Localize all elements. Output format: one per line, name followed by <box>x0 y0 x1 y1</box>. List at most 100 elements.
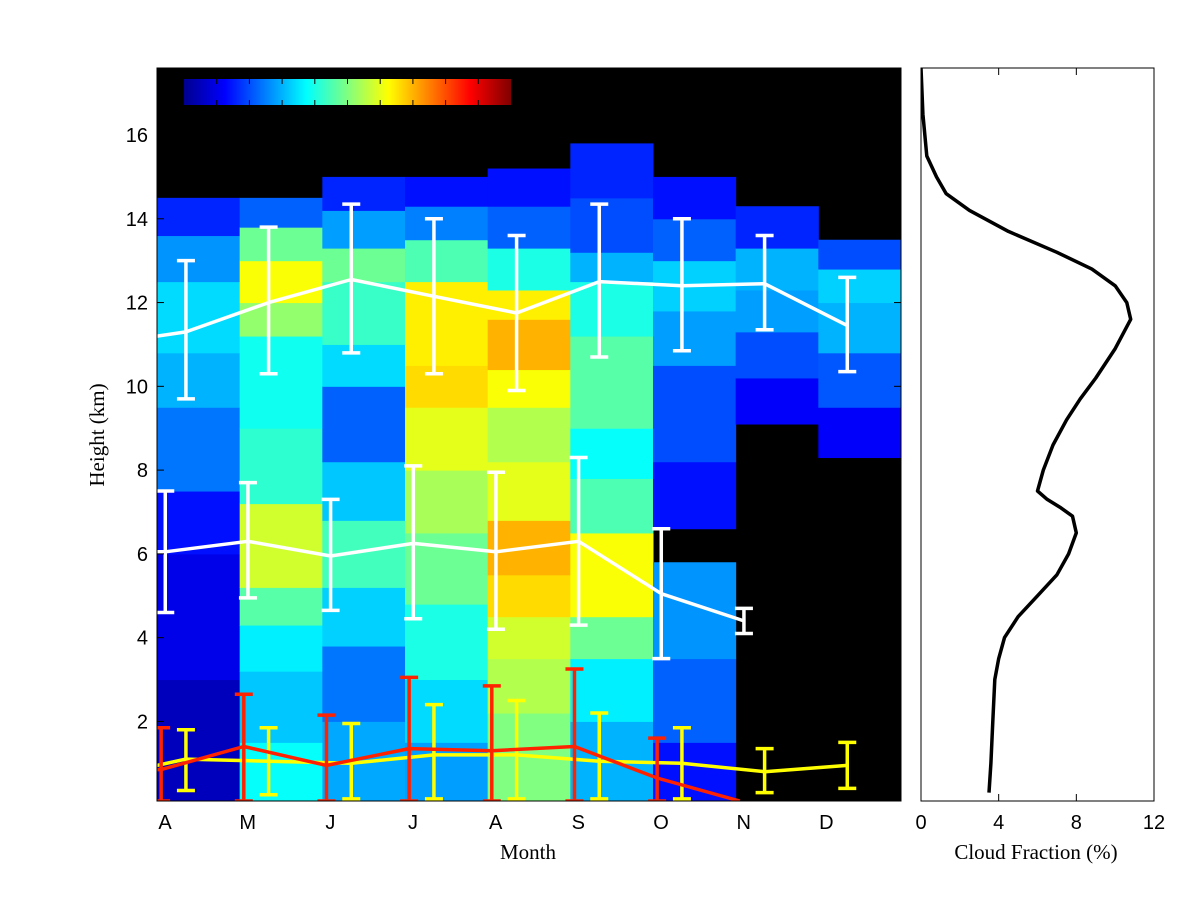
series-line <box>157 277 849 338</box>
heatmap-cell <box>322 248 406 283</box>
heatmap-cell <box>653 310 737 366</box>
y-tick-label: 10 <box>126 376 148 398</box>
heatmap-cell <box>322 386 406 463</box>
heatmap-cell <box>405 742 489 801</box>
heatmap-cell <box>405 407 489 471</box>
heatmap-cell <box>322 176 406 211</box>
y-tick-label: 2 <box>137 711 148 733</box>
heatmap-cell <box>570 143 654 199</box>
heatmap-cell <box>570 616 654 660</box>
y-tick-label: 8 <box>137 460 148 482</box>
heatmap-cell <box>487 369 571 408</box>
main-plot-frame <box>156 67 902 802</box>
heatmap-cell <box>405 604 489 681</box>
heatmap-cell <box>405 239 489 283</box>
x-tick-label: 8 <box>1071 812 1082 834</box>
heatmap-cell <box>322 344 406 387</box>
side-plot-frame <box>920 67 1155 802</box>
x-tick-label: J <box>408 812 418 834</box>
x-tick-label: A <box>489 812 503 834</box>
y-tick-label: 16 <box>126 125 148 147</box>
x-tick-label: M <box>239 812 256 834</box>
heatmap-cell <box>487 206 571 249</box>
heatmap-cell <box>735 206 819 249</box>
heatmap-cell <box>239 336 323 429</box>
side-panel: 0 4 8 12 Cloud Fraction (%) <box>915 67 1165 864</box>
heatmap-cell <box>570 336 654 429</box>
x-tick-label: D <box>819 812 833 834</box>
x-tick-label: O <box>653 812 669 834</box>
heatmap-cell <box>239 742 323 801</box>
heatmap-cell <box>570 252 654 283</box>
heatmap-cell <box>405 365 489 408</box>
heatmap-cell <box>157 407 241 492</box>
heatmap-cell <box>487 319 571 371</box>
heatmap-cell <box>818 269 901 304</box>
heatmap-cell <box>570 281 654 337</box>
heatmap-cell <box>735 289 819 333</box>
heatmap-cell <box>405 679 489 743</box>
heatmap-cell <box>487 658 571 714</box>
heatmap-cell <box>157 197 241 237</box>
main-y-axis-label: Height (km) <box>85 383 109 486</box>
heatmap-cell <box>157 553 241 681</box>
x-tick-label: N <box>736 812 750 834</box>
main-series <box>157 202 857 801</box>
y-tick-label: 14 <box>126 209 148 231</box>
heatmap-cell <box>570 197 654 253</box>
heatmap-cell <box>239 587 323 626</box>
heatmap-cell <box>818 302 901 354</box>
heatmap-cell <box>653 176 737 220</box>
heatmap-cell <box>322 461 406 521</box>
heatmap-cell <box>487 168 571 207</box>
heatmap-cell <box>818 239 901 270</box>
heatmap-cell <box>239 671 323 743</box>
heatmap-cell <box>570 658 654 722</box>
x-tick-label: A <box>158 812 172 834</box>
heatmap-cell <box>157 679 241 801</box>
y-tick-label: 6 <box>137 544 148 566</box>
heatmap-cell <box>405 206 489 241</box>
heatmap-cell <box>653 218 737 262</box>
heatmap-cell <box>653 365 737 463</box>
heatmap-cell <box>239 428 323 505</box>
heatmap-cell <box>653 658 737 743</box>
heatmap-cell <box>405 176 489 207</box>
heatmap-cell <box>322 587 406 647</box>
heatmap-cell <box>653 742 737 801</box>
x-tick-label: 0 <box>915 812 926 834</box>
heatmap-cell <box>735 377 819 425</box>
heatmap-cell <box>570 532 654 618</box>
heatmap-cell <box>570 478 654 534</box>
side-x-axis: 0 4 8 12 <box>915 68 1165 834</box>
side-plot-background <box>921 68 1154 801</box>
heatmap-cell <box>487 248 571 291</box>
y-tick-label: 12 <box>126 293 148 315</box>
series-line <box>157 753 848 774</box>
y-tick-label: 4 <box>137 628 148 650</box>
main-y-axis: 2 4 6 8 10 12 14 16 <box>126 125 901 733</box>
heatmap-cell <box>735 331 819 379</box>
heatmap-cell <box>405 470 489 534</box>
x-tick-label: 4 <box>993 812 1004 834</box>
heatmap-cell <box>487 616 571 660</box>
x-tick-label: 12 <box>1143 812 1165 834</box>
x-tick-label: J <box>325 812 335 834</box>
heatmap-cell <box>818 407 901 459</box>
heatmap-cell <box>487 289 571 320</box>
heatmap-cell <box>570 428 654 479</box>
heatmap-cell <box>157 235 241 283</box>
side-x-axis-label: Cloud Fraction (%) <box>954 840 1117 864</box>
colorbar-ticks <box>216 79 479 105</box>
heatmap-cell <box>239 227 323 262</box>
heatmap-cell <box>239 260 323 304</box>
heatmap-cell <box>487 407 571 463</box>
heatmap-cell <box>322 646 406 722</box>
heatmap-cell <box>653 562 737 660</box>
heatmap-cell <box>239 625 323 672</box>
heatmap-cell <box>653 461 737 530</box>
profile-line <box>921 68 1133 793</box>
heatmap-cell <box>487 574 571 618</box>
x-tick-label: S <box>572 812 585 834</box>
